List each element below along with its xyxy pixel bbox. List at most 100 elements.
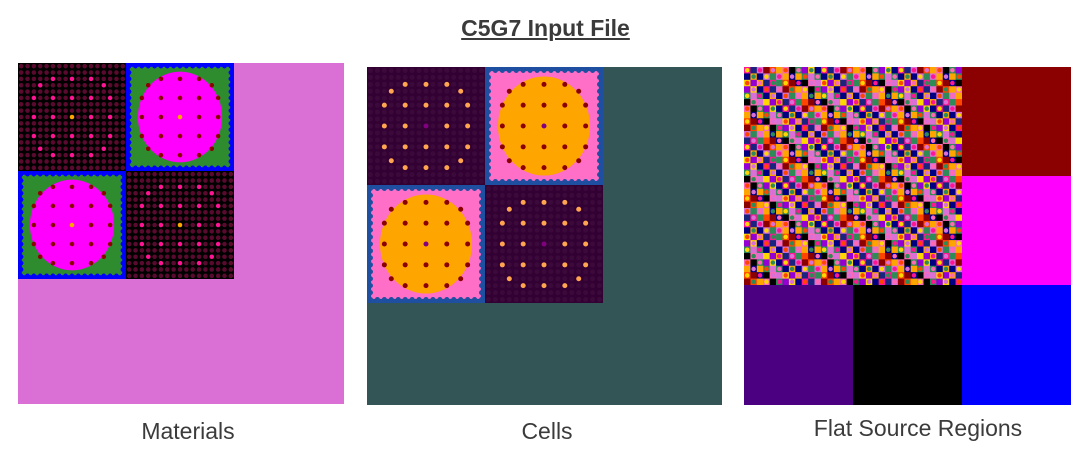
guide-tube: [541, 199, 547, 205]
fuel-pin: [145, 241, 151, 247]
fsr-pin: [757, 106, 763, 111]
fuel-pin: [388, 144, 394, 150]
fsr-cell: [955, 79, 963, 87]
fsr-cell: [929, 220, 937, 228]
fuel-pin: [76, 82, 81, 88]
fsr-cell: [744, 278, 751, 286]
fsr-pin: [873, 170, 878, 176]
fsr-cell: [859, 150, 867, 158]
fuel-pin: [215, 210, 221, 215]
fuel-pin: [367, 67, 373, 73]
fsr-cell: [936, 124, 944, 132]
fsr-pin: [751, 202, 756, 208]
fsr-pin: [770, 196, 776, 201]
fsr-pin: [873, 247, 878, 252]
fuel-pin: [597, 227, 603, 233]
fsr-pin: [873, 144, 878, 150]
edge-pin: [485, 109, 491, 115]
fuel-pin: [95, 146, 100, 152]
fuel-pin: [18, 76, 24, 82]
fsr-pin: [860, 196, 865, 201]
fsr-cell: [929, 118, 937, 126]
fuel-pin: [222, 197, 227, 202]
fsr-pin: [783, 144, 788, 150]
fsr-cell: [936, 278, 944, 286]
fuel-pin: [165, 260, 170, 266]
fsr-cell: [750, 67, 758, 74]
fuel-pin: [416, 123, 422, 129]
guide-tube: [215, 203, 221, 209]
fuel-pin: [513, 297, 519, 303]
fuel-pin: [430, 151, 436, 157]
fsr-pin: [744, 93, 750, 99]
fuel-pin: [152, 260, 157, 266]
fuel-pin: [520, 269, 526, 275]
fuel-pin: [50, 82, 56, 88]
fsr-cell: [865, 195, 873, 202]
fuel-pin: [222, 267, 227, 272]
fsr-pin: [828, 100, 833, 105]
fuel-pin: [158, 190, 164, 196]
fuel-pin: [196, 273, 202, 279]
guide-tube: [583, 262, 589, 268]
fuel-pin: [44, 133, 49, 139]
fsr-cell: [859, 124, 867, 132]
fsr-pin: [886, 260, 891, 265]
fuel-pin: [165, 273, 170, 279]
fuel-pin: [520, 192, 526, 198]
fsr-cell: [833, 214, 841, 222]
fsr-pin: [783, 132, 788, 137]
fuel-pin: [367, 95, 373, 101]
fuel-pin: [184, 190, 189, 196]
fsr-cell: [878, 131, 886, 138]
fuel-pin: [499, 255, 505, 261]
fsr-pin: [751, 215, 756, 220]
fuel-pin: [416, 67, 422, 73]
guide-tube: [31, 222, 37, 228]
edge-pin: [82, 273, 87, 279]
fsr-cell: [955, 105, 963, 113]
fsr-pin: [898, 157, 904, 163]
fuel-pin: [69, 63, 75, 69]
fsr-pin: [847, 93, 853, 99]
fuel-pin: [367, 144, 373, 150]
fuel-pin: [139, 184, 145, 190]
fuel-pin: [513, 283, 519, 289]
fuel-pin: [69, 140, 75, 145]
fuel-pin: [437, 172, 443, 178]
fuel-pin: [126, 229, 132, 234]
fsr-cell: [910, 86, 918, 93]
fuel-pin: [583, 206, 589, 212]
fsr-pin: [924, 157, 929, 163]
fuel-pin: [107, 140, 113, 145]
fuel-pin: [95, 121, 100, 126]
fsr-cell: [878, 182, 886, 190]
fsr-pin: [898, 234, 904, 240]
guide-tube: [562, 241, 568, 247]
fsr-pin: [866, 228, 872, 233]
fsr-cell: [840, 79, 847, 87]
edge-pin: [25, 171, 30, 177]
fsr-pin: [853, 266, 859, 272]
fuel-pin: [76, 76, 81, 82]
fsr-pin: [847, 67, 853, 73]
fsr-pin: [802, 138, 808, 143]
fsr-cell: [840, 92, 847, 100]
guide-tube: [388, 88, 394, 94]
fsr-cell: [872, 201, 879, 209]
fuel-pin: [506, 283, 512, 289]
fsr-pin: [956, 164, 962, 169]
fsr-cell: [955, 67, 963, 74]
guide-tube: [177, 133, 183, 139]
fuel-pin: [126, 241, 132, 247]
fsr-cell: [782, 150, 790, 158]
edge-pin: [367, 248, 373, 254]
fsr-pin: [744, 119, 750, 124]
fsr-pin: [809, 196, 814, 201]
edge-pin: [228, 133, 234, 139]
fuel-pin: [114, 133, 119, 139]
fsr-pin: [853, 125, 859, 131]
fsr-cell: [917, 92, 924, 100]
fsr-pin: [789, 253, 795, 259]
fuel-pin: [437, 102, 443, 108]
